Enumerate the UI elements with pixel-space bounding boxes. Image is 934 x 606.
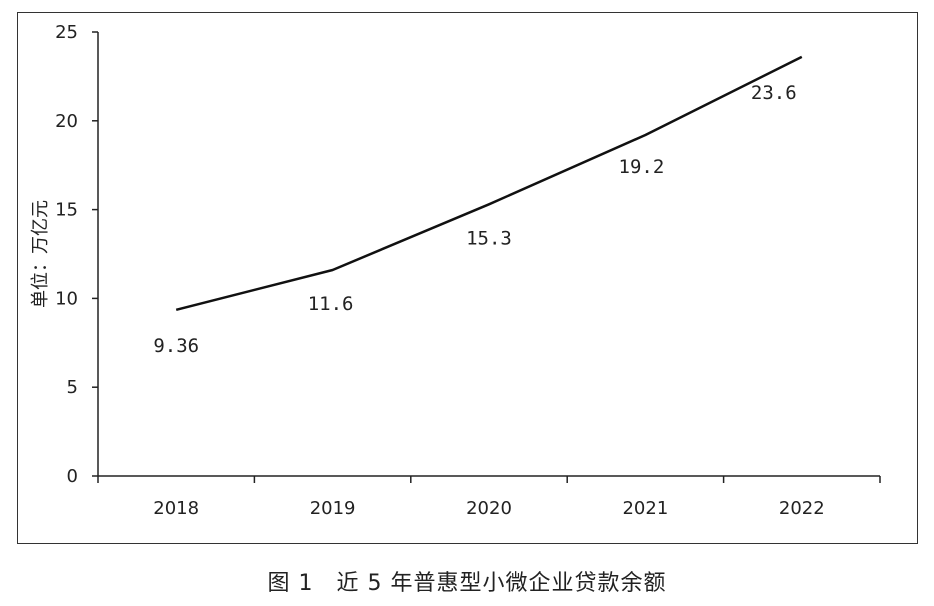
figure-caption: 图 1 近 5 年普惠型小微企业贷款余额: [267, 571, 667, 596]
y-tick-label: 15: [55, 200, 78, 221]
x-tick-label: 2018: [153, 498, 199, 519]
series-line: [175, 55, 803, 312]
x-tick-label: 2019: [310, 498, 356, 519]
y-tick-label: 25: [55, 22, 78, 43]
data-label: 9.36: [153, 335, 199, 357]
data-labels: 9.36 11.6 15.3 19.2 23.6: [153, 82, 796, 357]
x-axis-ticks: 2018 2019 2020 2021 2022: [97, 476, 881, 519]
y-tick-label: 5: [67, 377, 78, 398]
y-axis-ticks: 0 5 10 15 20 25: [55, 22, 98, 487]
chart-axes: [97, 32, 880, 477]
line-chart: 0 5 10 15 20 25 2018 2019 2020 2021 2022 9.36 11.6…: [30, 22, 881, 519]
x-tick-label: 2022: [779, 498, 825, 519]
series-line-group: [175, 55, 803, 312]
y-tick-label: 0: [67, 466, 78, 487]
y-axis-label: 单位：万亿元: [30, 200, 51, 308]
data-label: 23.6: [751, 82, 797, 104]
data-label: 11.6: [308, 293, 354, 315]
data-label: 19.2: [619, 156, 665, 178]
figure-frame: [17, 12, 918, 544]
x-tick-label: 2021: [622, 498, 668, 519]
y-tick-label: 20: [55, 111, 78, 132]
y-tick-label: 10: [55, 288, 78, 309]
data-label: 15.3: [466, 227, 512, 249]
x-tick-label: 2020: [466, 498, 512, 519]
